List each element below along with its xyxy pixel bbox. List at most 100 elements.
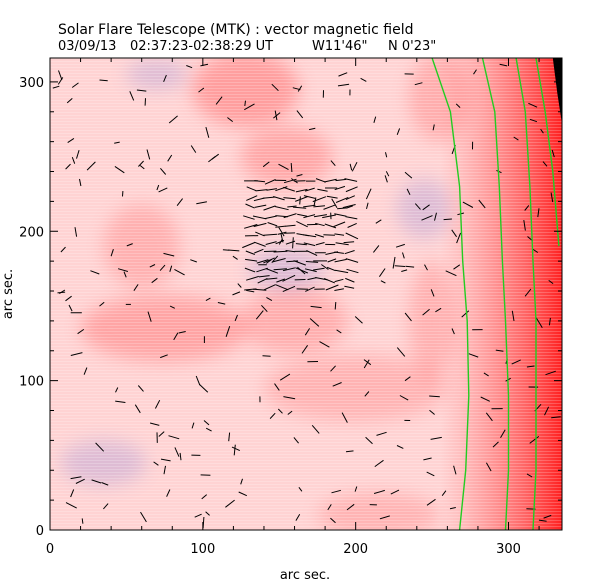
- field-vector: [345, 186, 358, 193]
- field-vector: [405, 265, 415, 268]
- field-vector: [297, 85, 303, 92]
- field-vector: [422, 204, 430, 211]
- field-vector: [285, 240, 296, 245]
- field-vector: [254, 204, 267, 208]
- field-vector: [315, 222, 325, 227]
- scan-texture: [50, 58, 562, 530]
- field-vector: [174, 268, 185, 276]
- field-vector: [262, 161, 270, 168]
- field-vector: [364, 391, 370, 397]
- field-vector: [538, 519, 547, 522]
- field-vector: [434, 212, 437, 221]
- field-vector: [335, 269, 349, 274]
- field-vector: [295, 196, 308, 202]
- field-vector: [201, 494, 208, 500]
- field-vector: [526, 365, 535, 368]
- field-vector: [344, 285, 355, 289]
- field-vector: [532, 248, 539, 253]
- field-vector: [205, 297, 211, 302]
- field-vector: [529, 118, 538, 123]
- field-vector: [86, 161, 96, 171]
- field-vector: [190, 259, 197, 263]
- field-vector: [304, 328, 311, 336]
- field-vector: [344, 250, 355, 255]
- field-vector: [378, 268, 386, 277]
- field-vector: [330, 365, 336, 372]
- field-vector: [65, 502, 77, 509]
- field-vector: [423, 457, 432, 461]
- field-vector: [346, 268, 359, 274]
- contour-line: [481, 58, 510, 530]
- field-vector: [390, 489, 400, 495]
- field-vector: [334, 251, 344, 254]
- field-vector: [462, 201, 474, 208]
- field-vector: [74, 227, 78, 237]
- field-vector: [79, 178, 82, 187]
- field-vector: [114, 141, 120, 144]
- field-vector: [374, 459, 384, 468]
- field-vector: [246, 195, 258, 201]
- position-north-south: N 0'23": [388, 39, 436, 54]
- field-vector: [70, 476, 82, 480]
- field-vector: [139, 165, 145, 170]
- y-tick-label: 200: [19, 225, 44, 240]
- field-vector: [245, 203, 255, 209]
- field-vector: [115, 400, 126, 403]
- field-vector: [385, 171, 390, 177]
- field-vector: [279, 373, 291, 381]
- field-vector: [295, 243, 307, 246]
- field-vector: [354, 316, 363, 324]
- observation-date: 03/09/13: [58, 39, 116, 54]
- field-vector: [163, 465, 166, 475]
- field-vector: [283, 178, 297, 184]
- field-vector: [347, 222, 357, 228]
- field-vector: [277, 231, 287, 235]
- field-vector: [445, 270, 457, 277]
- field-vector: [151, 277, 158, 284]
- field-vector: [421, 215, 433, 221]
- field-vector: [176, 198, 183, 207]
- contour-line: [535, 58, 560, 247]
- field-vector: [146, 149, 151, 160]
- field-vector: [266, 188, 277, 191]
- field-vector: [380, 280, 386, 284]
- field-vector: [257, 277, 268, 284]
- field-vector: [253, 222, 267, 227]
- field-vector: [254, 248, 264, 254]
- field-vector: [363, 359, 370, 369]
- field-vector: [246, 275, 259, 281]
- field-vector: [317, 188, 328, 192]
- field-vector: [168, 435, 180, 440]
- field-vector: [402, 252, 405, 259]
- field-vector: [334, 185, 346, 191]
- field-vector: [287, 410, 293, 415]
- field-vector: [401, 269, 408, 272]
- field-vector: [167, 154, 173, 162]
- field-vector: [384, 175, 388, 183]
- field-vector: [349, 163, 353, 171]
- field-vector: [307, 277, 317, 281]
- field-vector: [313, 197, 317, 207]
- green-contours: [431, 58, 560, 530]
- position-east-west: W11'46": [312, 39, 368, 54]
- field-vector: [256, 259, 269, 264]
- field-vector: [297, 213, 308, 217]
- field-vector: [233, 444, 236, 456]
- field-vector: [354, 486, 358, 492]
- field-vector: [335, 196, 349, 203]
- field-vector: [205, 126, 210, 138]
- field-vector: [266, 277, 278, 280]
- field-vector: [110, 249, 114, 257]
- field-vector: [95, 442, 105, 452]
- field-vector: [71, 82, 79, 88]
- field-vector: [500, 429, 506, 439]
- field-vector: [67, 137, 75, 144]
- field-vector: [287, 205, 297, 208]
- field-vector: [117, 268, 129, 272]
- field-vector: [163, 252, 175, 257]
- field-vector: [215, 96, 223, 105]
- field-vector: [99, 79, 108, 82]
- field-vector: [332, 382, 342, 387]
- x-tick-label: 100: [190, 542, 215, 557]
- field-vector: [253, 197, 265, 202]
